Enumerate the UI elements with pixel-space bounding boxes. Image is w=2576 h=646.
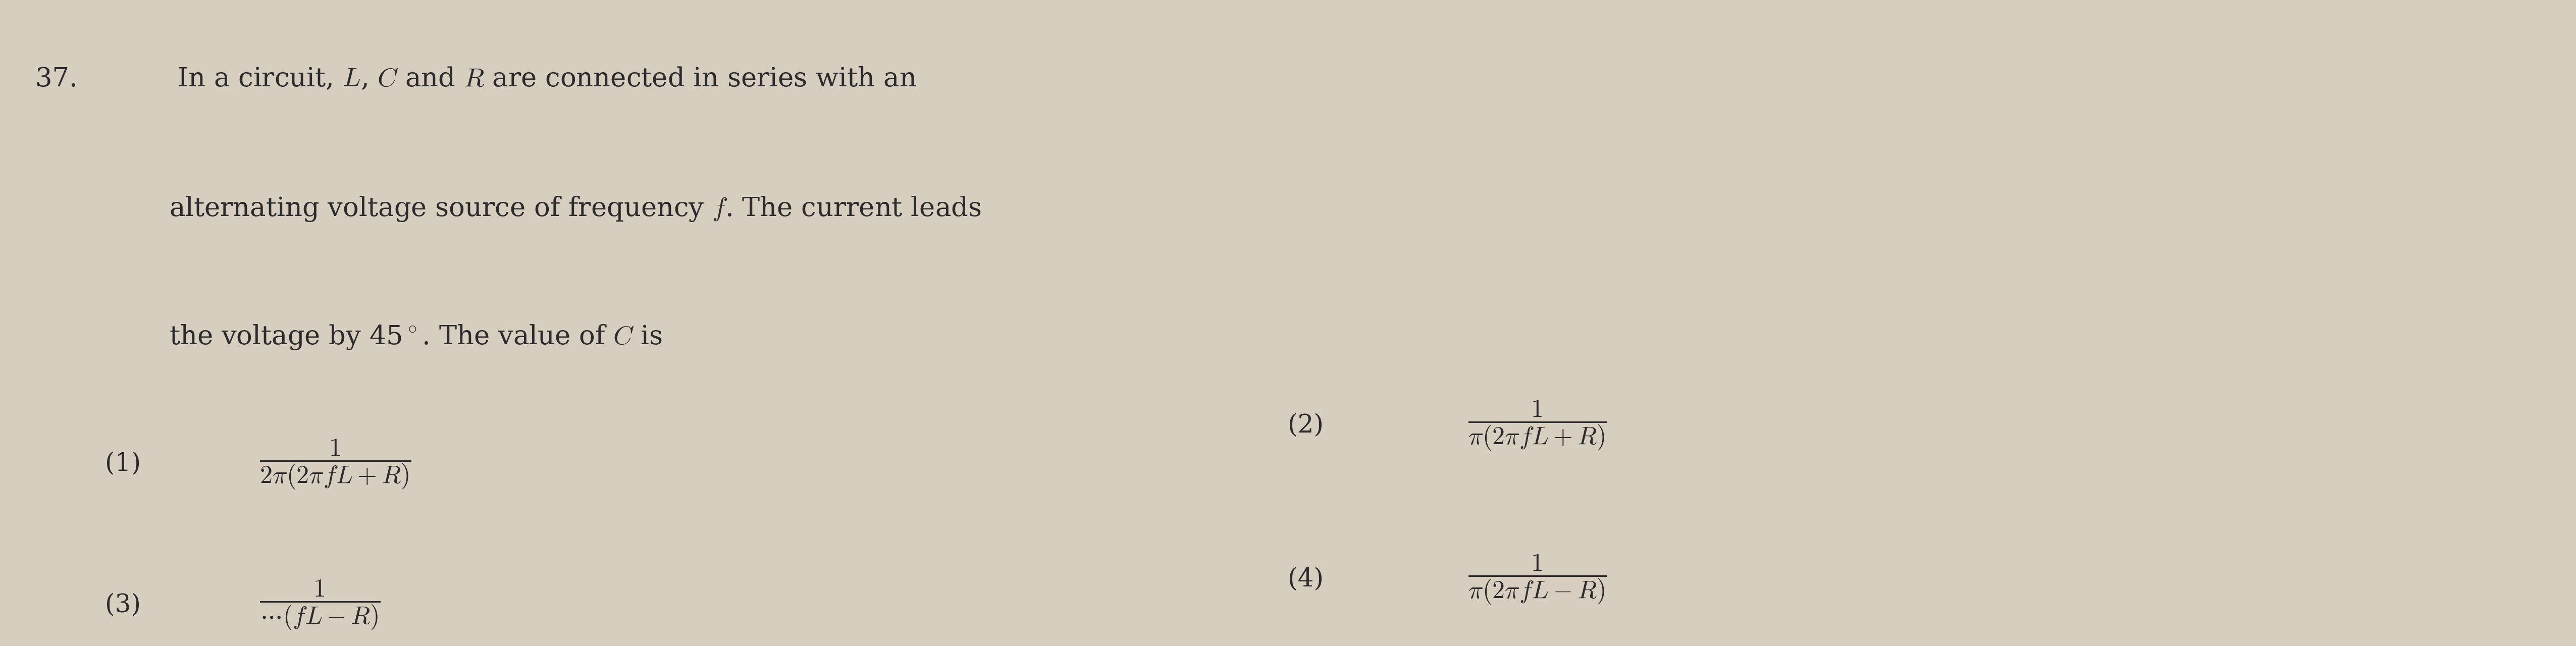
Text: In a circuit, $L$, $C$ and $R$ are connected in series with an: In a circuit, $L$, $C$ and $R$ are conne… (170, 67, 917, 92)
Text: $\dfrac{1}{\pi(2\pi fL-R)}$: $\dfrac{1}{\pi(2\pi fL-R)}$ (1468, 553, 1607, 607)
Text: $\dfrac{1}{\cdots(fL-R)}$: $\dfrac{1}{\cdots(fL-R)}$ (260, 579, 381, 632)
Text: (3): (3) (106, 593, 142, 618)
Text: the voltage by 45$^\circ$. The value of $C$ is: the voltage by 45$^\circ$. The value of … (170, 323, 662, 351)
Text: (4): (4) (1288, 567, 1324, 592)
Text: (1): (1) (106, 452, 142, 477)
Text: $\dfrac{1}{2\pi(2\pi fL+R)}$: $\dfrac{1}{2\pi(2\pi fL+R)}$ (260, 437, 412, 491)
Text: alternating voltage source of frequency $f$. The current leads: alternating voltage source of frequency … (170, 194, 981, 223)
Text: 37.: 37. (36, 67, 77, 92)
Text: $\dfrac{1}{\pi(2\pi fL+R)}$: $\dfrac{1}{\pi(2\pi fL+R)}$ (1468, 399, 1607, 452)
Text: (2): (2) (1288, 413, 1324, 438)
